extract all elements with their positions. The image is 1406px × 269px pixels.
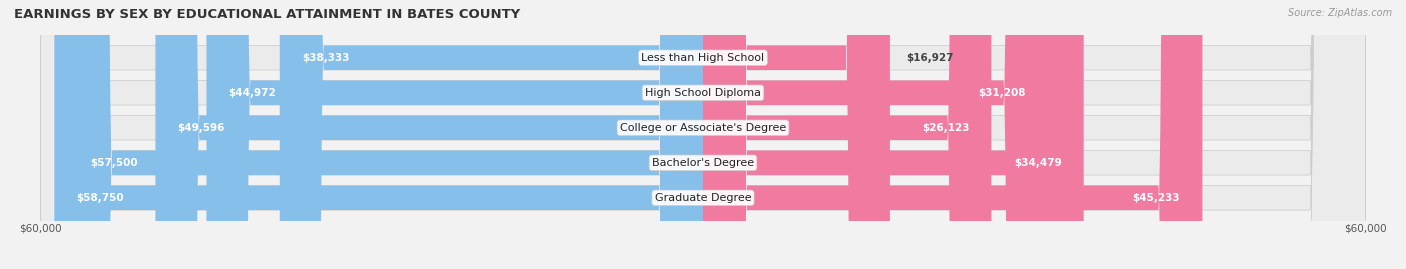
Text: Less than High School: Less than High School	[641, 53, 765, 63]
FancyBboxPatch shape	[41, 0, 1365, 269]
Text: $34,479: $34,479	[1014, 158, 1062, 168]
Text: Source: ZipAtlas.com: Source: ZipAtlas.com	[1288, 8, 1392, 18]
Text: $31,208: $31,208	[979, 88, 1025, 98]
FancyBboxPatch shape	[703, 0, 1047, 269]
FancyBboxPatch shape	[703, 0, 890, 269]
Text: Bachelor's Degree: Bachelor's Degree	[652, 158, 754, 168]
FancyBboxPatch shape	[207, 0, 703, 269]
Text: $49,596: $49,596	[177, 123, 225, 133]
Text: Graduate Degree: Graduate Degree	[655, 193, 751, 203]
FancyBboxPatch shape	[156, 0, 703, 269]
FancyBboxPatch shape	[703, 0, 1202, 269]
Text: High School Diploma: High School Diploma	[645, 88, 761, 98]
FancyBboxPatch shape	[703, 0, 991, 269]
FancyBboxPatch shape	[280, 0, 703, 269]
Text: $57,500: $57,500	[90, 158, 138, 168]
Text: College or Associate's Degree: College or Associate's Degree	[620, 123, 786, 133]
FancyBboxPatch shape	[41, 0, 1365, 269]
Text: $38,333: $38,333	[302, 53, 349, 63]
FancyBboxPatch shape	[41, 0, 1365, 269]
FancyBboxPatch shape	[41, 0, 1365, 269]
FancyBboxPatch shape	[703, 0, 1084, 269]
FancyBboxPatch shape	[55, 0, 703, 269]
Text: $44,972: $44,972	[229, 88, 277, 98]
Text: $58,750: $58,750	[76, 193, 124, 203]
FancyBboxPatch shape	[67, 0, 703, 269]
Text: $45,233: $45,233	[1133, 193, 1180, 203]
Text: EARNINGS BY SEX BY EDUCATIONAL ATTAINMENT IN BATES COUNTY: EARNINGS BY SEX BY EDUCATIONAL ATTAINMEN…	[14, 8, 520, 21]
Text: $16,927: $16,927	[907, 53, 953, 63]
FancyBboxPatch shape	[41, 0, 1365, 269]
Text: $26,123: $26,123	[922, 123, 969, 133]
